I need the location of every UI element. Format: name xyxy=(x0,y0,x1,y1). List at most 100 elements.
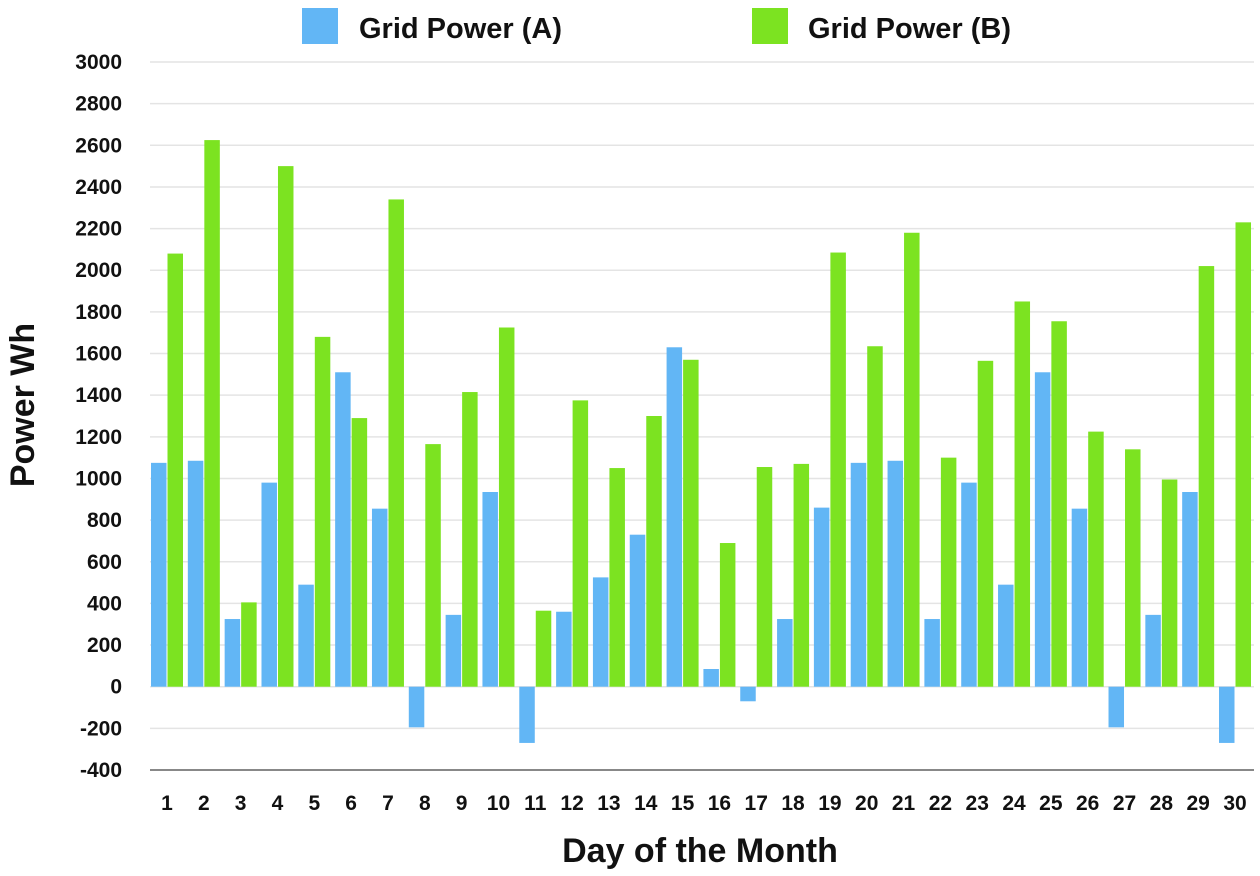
bar-a-day-28 xyxy=(1145,614,1161,687)
x-tick-label: 2 xyxy=(198,792,210,815)
x-axis-title: Day of the Month xyxy=(562,832,838,870)
bar-b-day-12 xyxy=(572,400,589,687)
bar-a-day-16 xyxy=(703,669,719,687)
bar-a-day-18 xyxy=(777,619,793,687)
bar-a-day-21 xyxy=(887,460,904,687)
bar-b-day-4 xyxy=(277,166,294,687)
bar-b-day-27 xyxy=(1125,449,1141,687)
y-axis-ticks: 3000280026002400220020001800160014001200… xyxy=(75,51,122,782)
x-tick-label: 4 xyxy=(272,792,284,815)
x-tick-label: 26 xyxy=(1076,792,1099,815)
x-tick-label: 15 xyxy=(671,792,695,815)
bar-a-day-12 xyxy=(556,611,572,687)
y-tick-label: 2800 xyxy=(75,93,122,116)
bar-a-day-23 xyxy=(961,482,977,687)
y-tick-label: -400 xyxy=(80,759,122,782)
x-tick-label: 18 xyxy=(781,792,805,815)
legend-label-grid-power-b: Grid Power (B) xyxy=(808,13,1011,45)
x-tick-label: 11 xyxy=(524,792,547,815)
x-tick-label: 9 xyxy=(456,792,468,815)
bar-b-day-11 xyxy=(535,610,552,687)
bar-a-day-17 xyxy=(740,686,756,702)
bar-b-day-20 xyxy=(867,346,883,687)
bar-a-day-26 xyxy=(1071,508,1088,687)
bar-b-day-24 xyxy=(1014,301,1031,687)
bar-a-day-6 xyxy=(335,372,351,687)
bars xyxy=(151,140,1251,743)
x-tick-label: 10 xyxy=(487,792,510,815)
bar-b-day-13 xyxy=(609,468,625,687)
legend-label-grid-power-a: Grid Power (A) xyxy=(359,13,562,45)
y-axis-title: Power Wh xyxy=(4,323,42,487)
bar-b-day-6 xyxy=(351,418,368,687)
bar-a-day-30 xyxy=(1219,686,1235,743)
x-tick-label: 3 xyxy=(235,792,247,815)
x-tick-label: 5 xyxy=(308,792,320,815)
y-tick-label: 1000 xyxy=(75,467,122,490)
bar-a-day-3 xyxy=(224,619,241,687)
x-tick-label: 29 xyxy=(1186,792,1209,815)
y-tick-label: 1800 xyxy=(75,301,122,324)
y-tick-label: 800 xyxy=(87,509,122,532)
bar-a-day-5 xyxy=(298,584,314,687)
bar-b-day-25 xyxy=(1051,321,1067,687)
y-tick-label: 200 xyxy=(87,634,122,657)
y-tick-label: -200 xyxy=(80,717,122,740)
x-tick-label: 8 xyxy=(419,792,431,815)
bar-a-day-24 xyxy=(998,584,1014,687)
y-tick-label: 2600 xyxy=(75,134,122,157)
bar-b-day-28 xyxy=(1161,479,1178,687)
y-tick-label: 400 xyxy=(87,592,122,615)
x-tick-label: 14 xyxy=(634,792,658,815)
y-tick-label: 2200 xyxy=(75,218,122,241)
legend: Grid Power (A) Grid Power (B) xyxy=(302,8,1011,45)
bar-b-day-22 xyxy=(940,457,957,687)
bar-a-day-29 xyxy=(1182,492,1198,687)
bar-b-day-2 xyxy=(204,140,220,687)
bar-a-day-9 xyxy=(445,614,462,687)
bar-a-day-15 xyxy=(666,347,683,687)
bar-b-day-3 xyxy=(241,602,257,687)
y-tick-label: 600 xyxy=(87,551,122,574)
bar-b-day-10 xyxy=(498,327,515,687)
bar-a-day-4 xyxy=(261,482,277,687)
x-axis-ticks: 1 2 3 4 5 6 7 8 9 10 11 12 13 14 15 16 17 18 19 20 21 22 23 24 2… xyxy=(161,792,1247,815)
x-tick-label: 24 xyxy=(1002,792,1026,815)
bar-a-day-7 xyxy=(371,508,388,687)
y-tick-label: 1400 xyxy=(75,384,122,407)
y-tick-label: 1200 xyxy=(75,426,122,449)
x-tick-label: 19 xyxy=(818,792,841,815)
bar-a-day-2 xyxy=(187,460,204,687)
x-tick-label: 27 xyxy=(1113,792,1136,815)
bar-a-day-20 xyxy=(850,462,867,687)
y-tick-label: 1600 xyxy=(75,343,122,366)
x-tick-label: 12 xyxy=(560,792,583,815)
bar-a-day-19 xyxy=(813,507,830,687)
bar-a-day-11 xyxy=(519,686,535,743)
bar-a-day-1 xyxy=(151,462,167,687)
x-tick-label: 21 xyxy=(892,792,916,815)
x-tick-label: 16 xyxy=(708,792,731,815)
bar-b-day-7 xyxy=(388,199,404,687)
x-tick-label: 1 xyxy=(161,792,173,815)
bar-b-day-9 xyxy=(462,392,478,687)
x-tick-label: 17 xyxy=(745,792,768,815)
bar-a-day-22 xyxy=(924,619,940,687)
bar-b-day-29 xyxy=(1198,266,1215,687)
x-tick-label: 23 xyxy=(966,792,989,815)
bar-b-day-17 xyxy=(756,467,773,687)
bar-b-day-15 xyxy=(683,359,699,687)
x-tick-label: 28 xyxy=(1150,792,1174,815)
x-tick-label: 13 xyxy=(597,792,620,815)
x-tick-label: 20 xyxy=(855,792,878,815)
y-tick-label: 0 xyxy=(110,676,122,699)
bar-b-day-1 xyxy=(167,253,183,687)
x-tick-label: 6 xyxy=(345,792,357,815)
bar-b-day-18 xyxy=(793,463,810,687)
bar-a-day-14 xyxy=(629,534,646,687)
bar-a-day-10 xyxy=(482,492,498,687)
bar-a-day-25 xyxy=(1034,372,1051,687)
x-tick-label: 7 xyxy=(382,792,394,815)
legend-swatch-grid-power-b xyxy=(752,8,788,44)
